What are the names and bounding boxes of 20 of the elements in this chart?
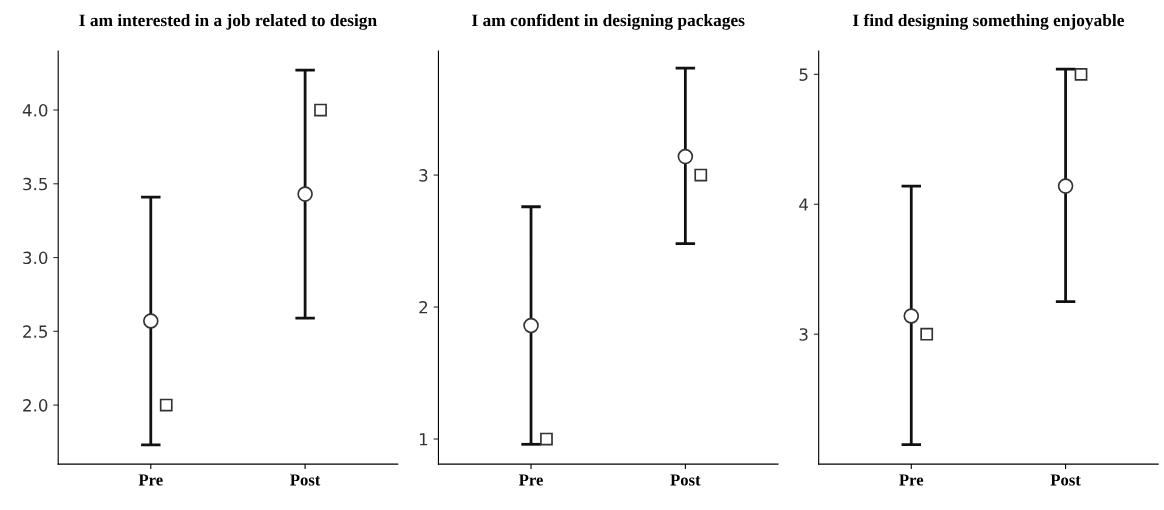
x-tick-label: Pre — [899, 474, 924, 486]
y-tick-label: 3 — [419, 169, 428, 182]
y-tick-label: 2 — [419, 301, 428, 314]
y-tick-label: 2.0 — [23, 399, 48, 412]
y-tick-label: 4 — [799, 198, 809, 211]
y-tick-label: 5 — [799, 68, 808, 81]
x-tick-label: Pre — [518, 474, 543, 486]
y-tick-label: 3.0 — [23, 251, 48, 265]
y-tick-label: 2.5 — [23, 325, 48, 338]
y-tick-label: 4.0 — [22, 103, 48, 117]
y-tick-label: 3 — [799, 328, 808, 341]
chart-title: I am interested in a job related to design — [79, 13, 377, 30]
x-tick-label: Post — [1050, 474, 1081, 486]
y-tick-label: 1 — [419, 433, 428, 446]
x-tick-label: Post — [670, 474, 701, 486]
chart-title: I find designing something enjoyable — [853, 13, 1124, 30]
x-tick-label: Post — [290, 474, 321, 486]
x-tick-label: Pre — [138, 474, 163, 486]
chart-title: I am confident in designing packages — [472, 13, 745, 30]
y-tick-label: 3.5 — [23, 177, 48, 191]
